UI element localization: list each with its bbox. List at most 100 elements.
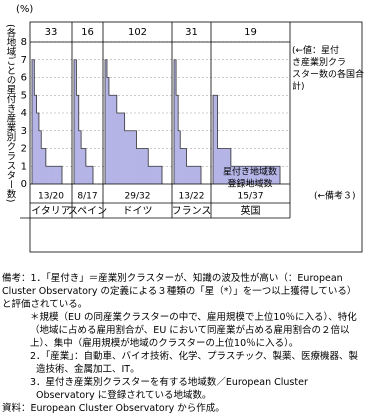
- bar: [76, 95, 80, 184]
- panel-name: イタリア: [31, 205, 71, 217]
- bar: [148, 166, 151, 184]
- bar: [213, 95, 218, 184]
- bar: [192, 166, 196, 184]
- bar: [112, 95, 116, 184]
- bar: [150, 166, 153, 184]
- outline: [173, 59, 202, 184]
- bar: [275, 166, 281, 184]
- bar: [144, 148, 147, 184]
- bar: [217, 148, 223, 184]
- bar: [152, 166, 155, 184]
- bar: [128, 130, 131, 184]
- bar: [45, 166, 49, 184]
- bar: [266, 166, 272, 184]
- frame: [29, 21, 363, 253]
- bar: [50, 166, 54, 184]
- bar: [186, 166, 189, 184]
- bar: [239, 166, 245, 184]
- bar: [85, 166, 89, 184]
- bar: [118, 113, 122, 184]
- panel-total: 16: [81, 27, 94, 38]
- y-tick-label: 7: [21, 55, 27, 66]
- note: 3．星付き産業別クラスターを有する地域数／European Cluster Ob…: [30, 377, 308, 401]
- bar: [38, 130, 42, 184]
- note: 備考：1．「星付き」＝産業別クラスターが、知識の波及性が高い（：European…: [2, 273, 357, 310]
- annotation: (←値：星付き産業別クラスター数の各国合計): [292, 44, 364, 92]
- bar: [138, 148, 141, 184]
- bar: [88, 166, 91, 184]
- bar: [158, 166, 161, 184]
- panel-total: 102: [128, 27, 147, 38]
- bar: [55, 166, 58, 184]
- bar: [226, 148, 232, 184]
- bar: [154, 166, 157, 184]
- outline: [212, 94, 281, 184]
- inner-label: 登録地域数: [227, 178, 272, 190]
- y-tick-label: 8: [21, 37, 27, 48]
- bar: [124, 130, 127, 184]
- panel-ratio: 29/32: [125, 192, 151, 202]
- chart: (%) (各地域ごとの星付き産業別クラスター数) 0 1 2 3 4 5 6 7 8 33 13/2…: [5, 4, 364, 253]
- y-tick-label: 1: [21, 161, 27, 172]
- panel-total: 33: [45, 27, 58, 38]
- bar: [78, 130, 82, 184]
- panel-name: フランス: [172, 205, 212, 217]
- bar: [230, 166, 236, 184]
- panel-ratio: 13/20: [38, 192, 64, 202]
- outline: [31, 59, 63, 184]
- bar: [160, 166, 163, 184]
- bar: [43, 148, 47, 184]
- bar: [188, 166, 191, 184]
- bar: [48, 166, 51, 184]
- y-unit: (%): [16, 4, 33, 15]
- panel-ratio: 13/22: [179, 192, 205, 202]
- notes: 備考：1．「星付き」＝産業別クラスターが、知識の波及性が高い（：European…: [2, 272, 362, 415]
- bar: [130, 130, 133, 184]
- bar: [114, 95, 118, 184]
- inner-label: 星付き地域数: [223, 166, 277, 178]
- y-tick-label: 2: [21, 144, 27, 155]
- bar: [105, 59, 108, 184]
- bar: [198, 166, 202, 184]
- bar: [146, 148, 149, 184]
- bar: [32, 59, 35, 184]
- panel-name: ドイツ: [123, 206, 153, 217]
- bar: [190, 166, 193, 184]
- bar: [116, 113, 120, 184]
- bar: [235, 166, 241, 184]
- bar: [180, 148, 183, 184]
- y-tick-label: 0: [21, 179, 27, 190]
- bar: [134, 130, 137, 184]
- panel-name: スペイン: [68, 206, 107, 217]
- bar: [178, 130, 181, 184]
- bar: [140, 148, 143, 184]
- bar: [74, 59, 77, 184]
- panel-ratio: 8/17: [77, 192, 97, 202]
- bar: [36, 113, 40, 184]
- y-tick-label: 5: [21, 90, 27, 101]
- bar: [57, 166, 60, 184]
- bar: [34, 95, 37, 184]
- bar: [174, 59, 177, 184]
- bar: [41, 148, 44, 184]
- bar: [136, 148, 139, 184]
- bar: [176, 95, 179, 184]
- y-tick-label: 3: [21, 126, 27, 137]
- bar: [122, 113, 125, 184]
- bar: [52, 166, 56, 184]
- y-label: (各地域ごとの星付き産業別クラスター数): [5, 24, 17, 202]
- bar: [120, 113, 123, 184]
- bar: [156, 166, 159, 184]
- bar: [108, 95, 112, 184]
- bar: [110, 95, 114, 184]
- bar: [248, 166, 254, 184]
- bar: [221, 148, 227, 184]
- bar: [184, 148, 187, 184]
- bar: [59, 166, 63, 184]
- panel-ratio: 15/37: [238, 192, 264, 202]
- bar: [126, 130, 129, 184]
- bar: [271, 166, 276, 184]
- bar: [81, 148, 84, 184]
- outline: [73, 59, 94, 184]
